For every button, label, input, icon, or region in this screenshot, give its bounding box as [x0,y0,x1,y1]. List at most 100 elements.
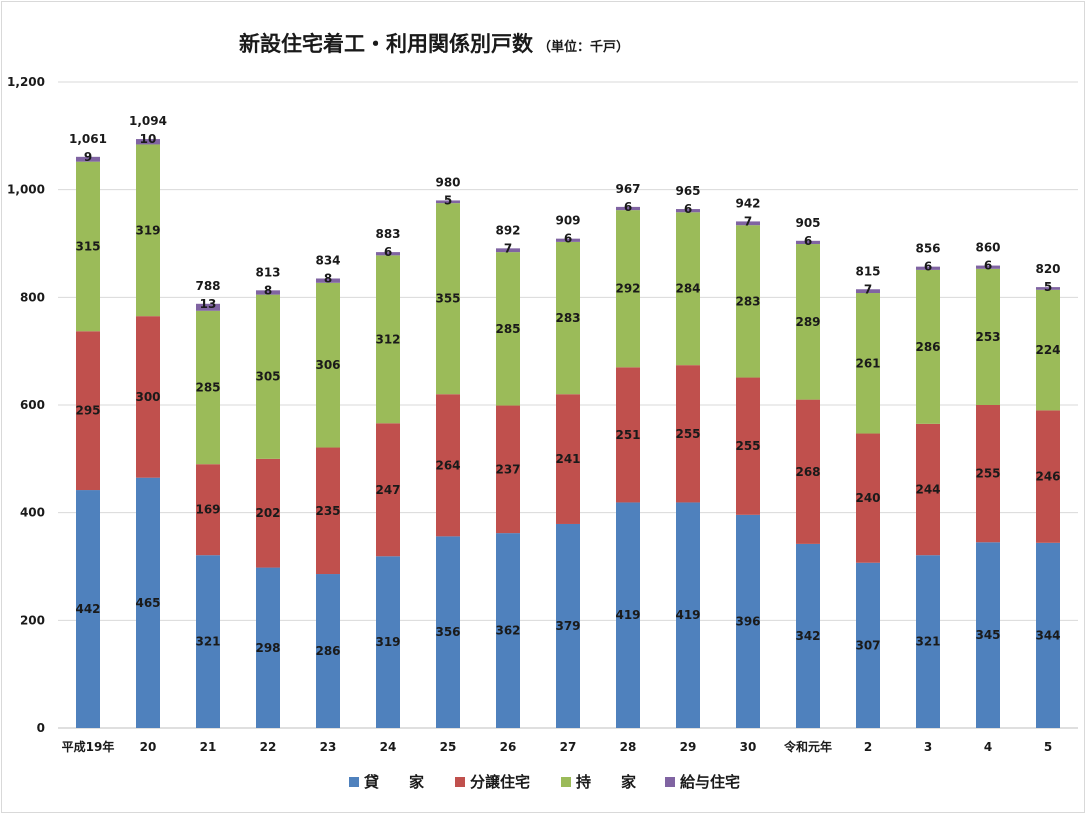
data-label: 6 [984,259,992,273]
data-label: 312 [375,332,400,346]
data-label: 261 [855,356,880,370]
bar-segment [976,268,1000,405]
data-label: 345 [975,628,1000,642]
data-label: 235 [315,504,340,518]
x-tick-label: 27 [560,740,577,754]
bar-segment [196,310,220,465]
bar-segment [76,156,100,162]
x-tick-label: 3 [924,740,932,754]
x-axis-ticks: 平成19年 20 21 22 23 24 25 26 27 28 29 30 令和元年 2 3 4 5 [62,739,1053,754]
x-tick-label: 24 [380,740,397,754]
y-axis-ticks: 0 200 400 600 800 1,000 1,200 [7,75,45,735]
bar-segment [436,394,460,537]
bar-segment [376,255,400,424]
data-label: 307 [855,638,880,652]
data-label: 246 [1035,470,1060,484]
bar-segment [136,144,160,317]
data-label: 442 [75,602,100,616]
bar-segment [856,289,880,294]
bar-segment [856,562,880,728]
x-tick-label: 23 [320,740,337,754]
bar-segment [316,447,340,575]
bar-segment [136,316,160,478]
bar-segment [436,536,460,728]
legend-label: 持 家 [576,773,636,791]
bar-segment [376,556,400,728]
data-label: 315 [75,239,100,253]
data-label: 202 [255,506,280,520]
data-label: 419 [675,608,700,622]
data-label: 9 [84,150,92,164]
data-label: 6 [804,234,812,248]
bar-segment [316,278,340,283]
x-tick-label: 28 [620,740,637,754]
bar-segment [496,405,520,534]
bar-segment [976,542,1000,728]
bar-segment [76,331,100,491]
data-label: 319 [375,635,400,649]
total-label: 905 [795,216,820,230]
data-label: 344 [1035,628,1060,642]
bar-segment [76,161,100,332]
bar-segment [856,433,880,563]
bar-segment [736,225,760,378]
bar-segment [556,238,580,242]
data-label: 300 [135,390,160,404]
data-label: 251 [615,428,640,442]
bar-segment [976,405,1000,543]
data-label: 286 [315,644,340,658]
data-label: 305 [255,370,280,384]
data-label: 295 [75,404,100,418]
bar-segment [916,269,940,424]
data-label: 284 [675,282,700,296]
total-label: 1,061 [69,132,107,146]
legend-label: 給与住宅 [680,773,740,791]
data-label: 283 [555,311,580,325]
y-tick-label: 1,200 [7,75,45,89]
data-label: 7 [864,282,872,296]
y-tick-label: 800 [20,290,45,304]
total-label: 965 [675,184,700,198]
y-tick-label: 0 [37,721,45,735]
data-label: 5 [1044,280,1052,294]
data-label: 253 [975,330,1000,344]
data-label: 379 [555,619,580,633]
bar-segment [1036,542,1060,728]
data-label: 7 [504,241,512,255]
data-label: 255 [675,427,700,441]
bar-segment [196,464,220,556]
legend-swatch [455,777,465,787]
data-label: 169 [195,503,220,517]
bar-segment [616,210,640,368]
bar-segment [496,533,520,728]
total-label: 856 [915,242,940,256]
data-label: 6 [684,202,692,216]
data-label: 255 [975,467,1000,481]
data-label: 306 [315,358,340,372]
total-label: 820 [1035,262,1060,276]
bar-segment [1036,287,1060,290]
x-tick-label: 25 [440,740,457,754]
data-label: 255 [735,439,760,453]
bar-segment [436,200,460,204]
bar-segment [436,203,460,395]
data-label: 224 [1035,343,1060,357]
chart-title: 新設住宅着工・利用関係別戸数 [239,32,534,56]
data-label: 6 [564,232,572,246]
data-label: 241 [555,452,580,466]
bar-segment [1036,289,1060,411]
data-label: 237 [495,462,520,476]
bar-segment [796,244,820,400]
bar-segment [1036,410,1060,543]
y-tick-label: 200 [20,613,45,627]
total-label: 815 [855,264,880,278]
bar-segment [796,543,820,728]
bar-segment [256,458,280,568]
x-tick-label: 22 [260,740,277,754]
bar-segment [796,399,820,544]
data-label: 8 [324,271,332,285]
bar-segment [556,241,580,395]
data-label: 319 [135,223,160,237]
